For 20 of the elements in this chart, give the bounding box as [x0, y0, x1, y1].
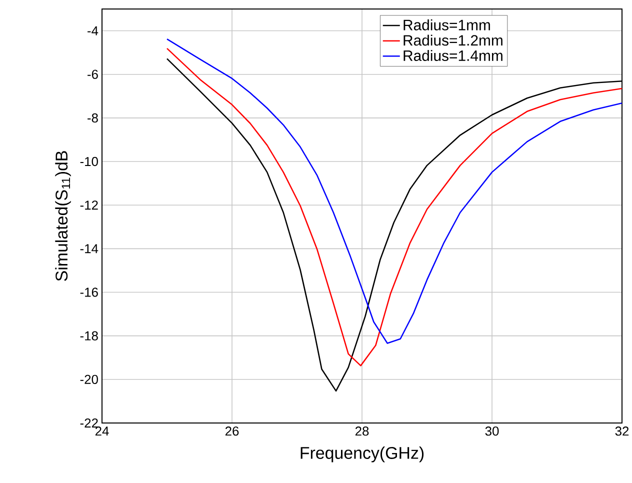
y-tick-label: -20 — [80, 374, 98, 384]
legend-label: Radius=1.2mm — [404, 34, 502, 46]
y-tick-label: -8 — [88, 113, 98, 123]
y-tick-label: -4 — [88, 26, 98, 36]
y-tick-label: -18 — [80, 331, 98, 340]
legend-label: Radius=1.4mm — [404, 50, 502, 61]
x-axis-title: Frequency(GHz) — [300, 446, 424, 462]
x-tick-label: 32 — [615, 426, 629, 436]
y-axis-title: Simulated(S$_{11}$)dB — [55, 151, 71, 281]
x-tick-label: 28 — [355, 426, 369, 436]
x-tick-label: 30 — [485, 426, 499, 436]
y-tick-label: -14 — [80, 244, 98, 254]
y-tick-label: -16 — [80, 288, 98, 297]
legend-label: Radius=1mm — [404, 19, 490, 30]
x-tick-label: 26 — [225, 426, 239, 436]
y-tick-label: -12 — [80, 200, 98, 210]
y-tick-label: -6 — [88, 70, 98, 79]
x-tick-label: 24 — [95, 426, 109, 436]
y-tick-label: -22 — [80, 418, 98, 428]
y-tick-label: -10 — [80, 156, 98, 166]
